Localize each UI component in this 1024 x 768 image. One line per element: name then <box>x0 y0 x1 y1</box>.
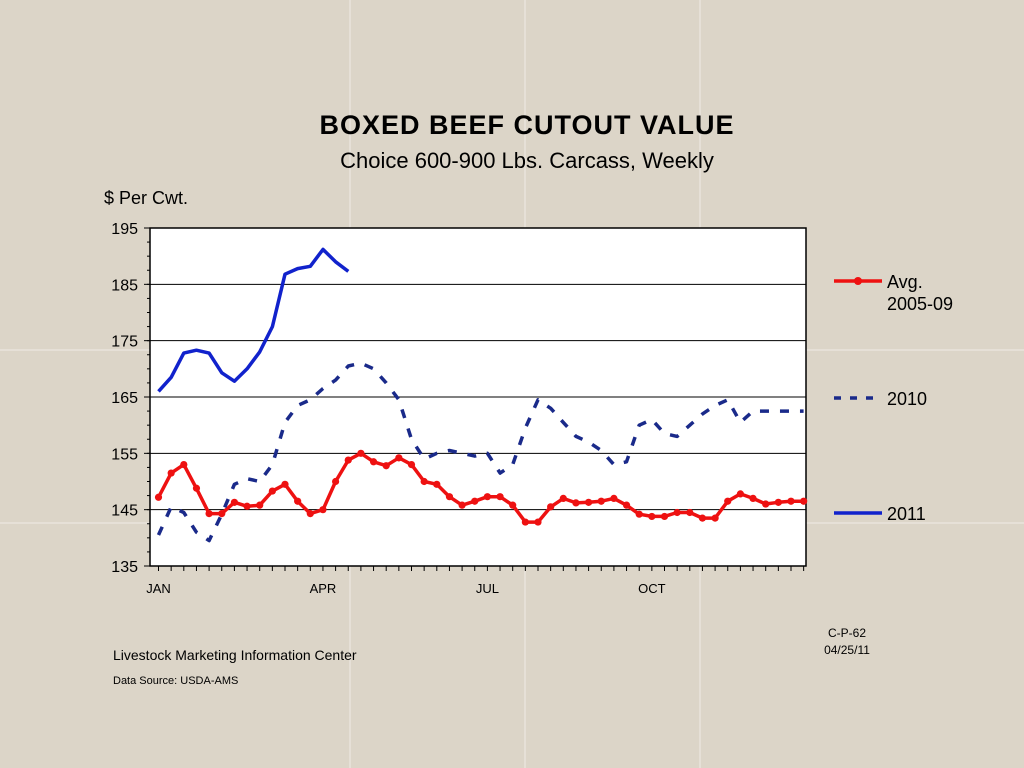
series-marker <box>180 461 188 469</box>
series-marker <box>496 493 504 501</box>
series-marker <box>407 461 416 469</box>
legend-label-0: Avg. 2005-09 <box>887 272 953 314</box>
series-marker <box>306 510 314 518</box>
legend-label-1: 2010 <box>887 389 927 409</box>
series-marker <box>521 518 529 526</box>
series-marker <box>724 497 732 505</box>
data-source: Data Source: USDA-AMS <box>113 675 239 687</box>
series-marker <box>673 508 681 517</box>
x-tick-label: JAN <box>146 581 171 596</box>
series-marker <box>509 501 517 509</box>
series-marker <box>610 494 618 502</box>
series-marker <box>344 456 352 464</box>
chart-code-id: C-P-62 <box>827 626 866 640</box>
chart-date: 04/25/11 <box>824 643 870 657</box>
series-marker <box>420 477 428 486</box>
series-marker <box>205 510 213 518</box>
series-marker <box>395 454 403 462</box>
series-marker <box>635 510 643 518</box>
series-marker <box>648 512 656 521</box>
series-marker <box>698 514 707 522</box>
series-line-2 <box>157 247 350 393</box>
series-marker <box>597 497 605 505</box>
series-marker <box>382 462 390 470</box>
series-marker <box>762 500 770 508</box>
series-marker <box>660 512 669 521</box>
series-marker <box>547 503 555 511</box>
series-marker <box>774 498 782 506</box>
y-tick-label: 185 <box>111 277 138 294</box>
series-marker <box>281 480 289 488</box>
chart-code: C-P-62 04/25/11 <box>816 625 878 659</box>
series-marker <box>686 508 694 517</box>
series-marker <box>711 514 719 522</box>
series-line-0 <box>156 451 804 524</box>
series-line-1 <box>156 361 804 543</box>
y-tick-label: 135 <box>111 559 138 576</box>
series-marker <box>294 497 302 505</box>
series-marker <box>559 494 567 502</box>
series-marker <box>445 493 454 501</box>
series-marker <box>433 480 441 488</box>
series-marker <box>319 506 327 514</box>
series-marker <box>471 497 479 505</box>
y-tick-label: 195 <box>111 221 138 238</box>
series-marker <box>154 493 163 501</box>
series-marker <box>534 518 542 526</box>
legend-label-2: 2011 <box>887 504 926 524</box>
series-marker <box>622 501 631 509</box>
series-marker <box>332 477 340 486</box>
series-marker <box>243 502 251 510</box>
series-marker <box>268 487 276 495</box>
series-marker <box>230 498 238 506</box>
series-marker <box>369 458 378 466</box>
chart-title: BOXED BEEF CUTOUT VALUE <box>319 110 735 140</box>
x-tick-label: OCT <box>638 581 666 596</box>
series-marker <box>256 501 264 509</box>
series-marker <box>218 510 226 518</box>
chart-subtitle: Choice 600-900 Lbs. Carcass, Weekly <box>340 148 714 173</box>
series-marker <box>800 497 808 505</box>
y-axis-label: $ Per Cwt. <box>104 188 189 208</box>
x-tick-label: APR <box>310 581 337 596</box>
series-marker <box>458 501 466 509</box>
footer-organization: Livestock Marketing Information Center <box>113 647 357 663</box>
series-marker <box>787 497 795 505</box>
series-marker <box>167 469 175 477</box>
x-tick-label: JUL <box>476 581 499 596</box>
series-marker <box>483 493 491 501</box>
series-marker <box>585 498 593 506</box>
series-marker <box>749 494 757 502</box>
y-tick-label: 145 <box>111 503 138 520</box>
y-tick-label: 165 <box>111 390 138 407</box>
series-marker <box>357 449 365 457</box>
legend-marker <box>854 277 862 285</box>
y-tick-label: 175 <box>111 334 138 351</box>
series-marker <box>192 484 201 492</box>
series-marker <box>572 499 580 507</box>
y-tick-label: 155 <box>111 446 138 463</box>
series-marker <box>736 490 745 498</box>
